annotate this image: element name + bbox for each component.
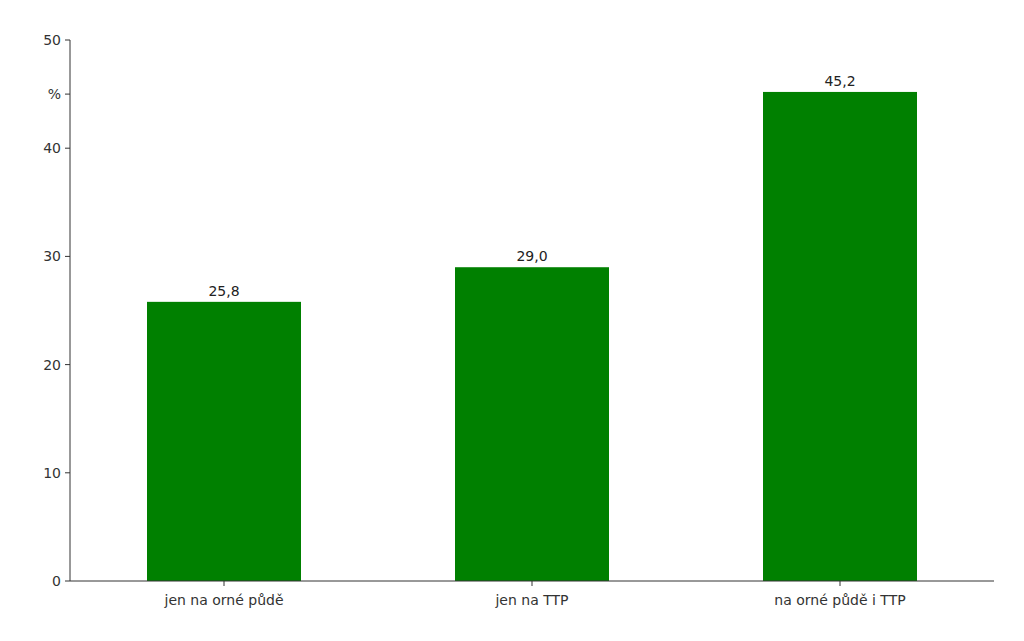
x-tick: [840, 581, 841, 586]
y-axis: 0 10 20 30 40% 50: [43, 32, 70, 589]
y-tick-label: 40: [43, 140, 61, 156]
x-tick-label: na orné půdě i TTP: [774, 592, 905, 608]
y-tick: [65, 581, 70, 582]
y-tick: [65, 256, 70, 257]
y-tick-label: 0: [52, 573, 61, 589]
y-tick: [65, 40, 70, 41]
bar: [763, 92, 917, 581]
y-tick: [65, 472, 70, 473]
bars: [147, 92, 917, 581]
x-axis: jen na orné půdě jen na TTP na orné půdě i…: [70, 581, 994, 608]
data-label: 45,2: [824, 73, 855, 89]
y-tick: [65, 94, 70, 95]
y-tick-label: 10: [43, 465, 61, 481]
y-tick-label: %: [48, 86, 61, 102]
y-tick-label: 20: [43, 357, 61, 373]
bar: [455, 267, 609, 581]
x-tick: [532, 581, 533, 586]
chart: 25,8 29,0 45,2 0 10 20 30 40% 50 jen na orné půdě…: [0, 0, 1024, 641]
y-tick-label: 30: [43, 248, 61, 264]
data-labels: 25,8 29,0 45,2: [208, 73, 855, 299]
chart-container: 25,8 29,0 45,2 0 10 20 30 40% 50 jen na orné půdě…: [0, 0, 1024, 641]
y-tick: [65, 148, 70, 149]
x-tick-label: jen na TTP: [494, 592, 568, 608]
bar: [147, 302, 301, 581]
data-label: 29,0: [516, 248, 547, 264]
data-label: 25,8: [208, 283, 239, 299]
y-tick-label: 50: [43, 32, 61, 48]
x-tick-label: jen na orné půdě: [164, 592, 284, 608]
y-axis-line: [70, 40, 71, 581]
y-tick: [65, 364, 70, 365]
x-tick: [224, 581, 225, 586]
